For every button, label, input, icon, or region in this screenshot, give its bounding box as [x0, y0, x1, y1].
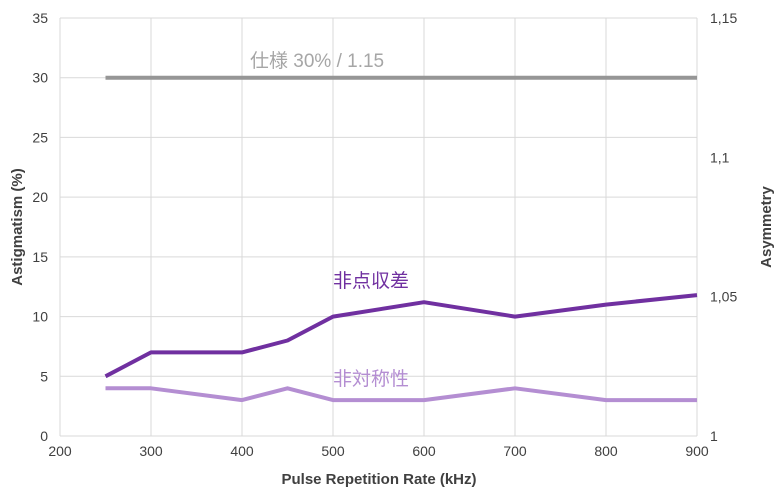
x-tick-label: 600 [412, 443, 436, 459]
x-tick-label: 200 [48, 443, 72, 459]
y-tick-label: 10 [32, 309, 48, 325]
astigmatism-annotation: 非点収差 [333, 270, 409, 292]
y2-tick-label: 1,15 [710, 10, 737, 26]
grid-lines [59, 17, 698, 437]
x-tick-label: 900 [685, 443, 709, 459]
series-group [104, 75, 698, 403]
x-tick-label: 700 [503, 443, 527, 459]
y-tick-label: 20 [32, 189, 48, 205]
y2-tick-label: 1,1 [710, 149, 730, 165]
x-axis-title: Pulse Repetition Rate (kHz) [281, 471, 476, 488]
y-tick-label: 15 [32, 249, 48, 265]
y-tick-label: 5 [40, 368, 48, 384]
y-axis-title: Astigmatism (%) [9, 168, 26, 286]
y2-axis-title: Asymmetry [758, 185, 775, 267]
asymmetry-annotation: 非対称性 [333, 368, 409, 390]
y2-tick-label: 1,05 [710, 289, 737, 305]
x-tick-label: 400 [230, 443, 254, 459]
y2-axis-ticks: 1 1,05 1,1 1,15 [710, 10, 737, 444]
y2-tick-label: 1 [710, 428, 718, 444]
annotations: 仕様 30% / 1.15 非点収差 非対称性 [250, 50, 409, 390]
y-tick-label: 0 [40, 428, 48, 444]
astigmatism-line [104, 293, 698, 379]
y-tick-label: 25 [32, 129, 48, 145]
asymmetry-line [105, 386, 697, 403]
x-tick-label: 300 [139, 443, 163, 459]
y-axis-ticks: 0 5 10 15 20 25 30 35 [32, 10, 48, 444]
spec-annotation: 仕様 30% / 1.15 [250, 50, 384, 72]
x-tick-label: 800 [594, 443, 618, 459]
y-tick-label: 35 [32, 10, 48, 26]
y-tick-label: 30 [32, 70, 48, 86]
x-axis-ticks: 200 300 400 500 600 700 800 900 [48, 443, 709, 459]
x-tick-label: 500 [321, 443, 345, 459]
